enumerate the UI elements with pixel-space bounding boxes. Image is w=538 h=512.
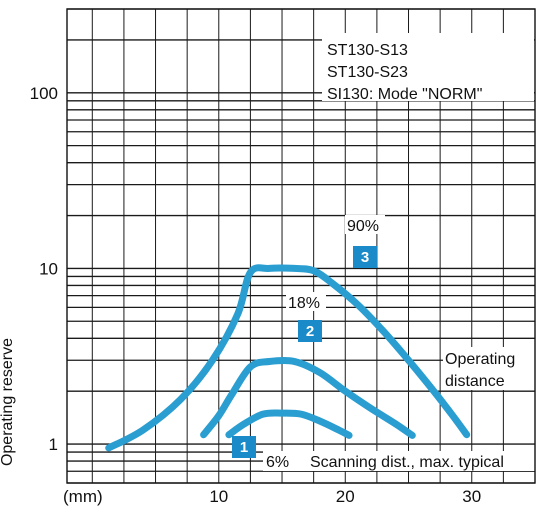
series-label-18: 18% (288, 295, 320, 312)
y-axis-label: Operating reserve (0, 338, 16, 466)
label-18-background (286, 292, 326, 311)
scanning-distance-label: Scanning dist., max. typical (310, 454, 504, 471)
badge-2-box (298, 320, 322, 342)
series-curve-3 (105, 264, 471, 452)
badge-1-box (232, 436, 256, 458)
x-tick-labels: 10 20 30 (209, 487, 481, 506)
series-curve-2 (200, 356, 416, 439)
series-label-6: 6% (266, 454, 289, 471)
operating-distance-annotation: Operating distance (443, 347, 535, 390)
legend-line-1: ST130-S13 (327, 42, 408, 59)
legend-line-2: ST130-S23 (327, 64, 408, 81)
x-tick-label: 10 (209, 487, 228, 506)
legend-line-3: SI130: Mode "NORM" (327, 86, 482, 103)
operating-distance-line-2: distance (445, 373, 505, 390)
legend-background (322, 33, 534, 101)
badge-2: 2 (298, 320, 322, 342)
badge-3-box (353, 246, 377, 268)
label-90-background (345, 215, 385, 234)
y-tick-label: 100 (30, 84, 58, 103)
badge-2-number: 2 (306, 323, 314, 340)
curve-layer (105, 264, 471, 452)
y-tick-label: 1 (49, 435, 58, 454)
badge-1: 1 (232, 436, 256, 458)
badge-1-number: 1 (240, 439, 248, 456)
x-tick-label: 20 (336, 487, 355, 506)
badge-3-number: 3 (361, 249, 369, 266)
operating-distance-line-1: Operating (445, 351, 515, 368)
x-axis-label: (mm) (63, 487, 103, 506)
operating-distance-background (443, 347, 535, 390)
series-curve-1 (225, 409, 353, 439)
plot-frame (66, 8, 536, 484)
series-label-90: 90% (347, 218, 379, 235)
legend: ST130-S13 ST130-S23 SI130: Mode "NORM" (322, 33, 534, 103)
y-tick-label: 10 (39, 259, 58, 278)
scanning-label-background (263, 451, 535, 471)
badge-3: 3 (353, 246, 377, 268)
y-tick-labels: 1 10 100 (30, 84, 58, 454)
x-tick-label: 30 (462, 487, 481, 506)
